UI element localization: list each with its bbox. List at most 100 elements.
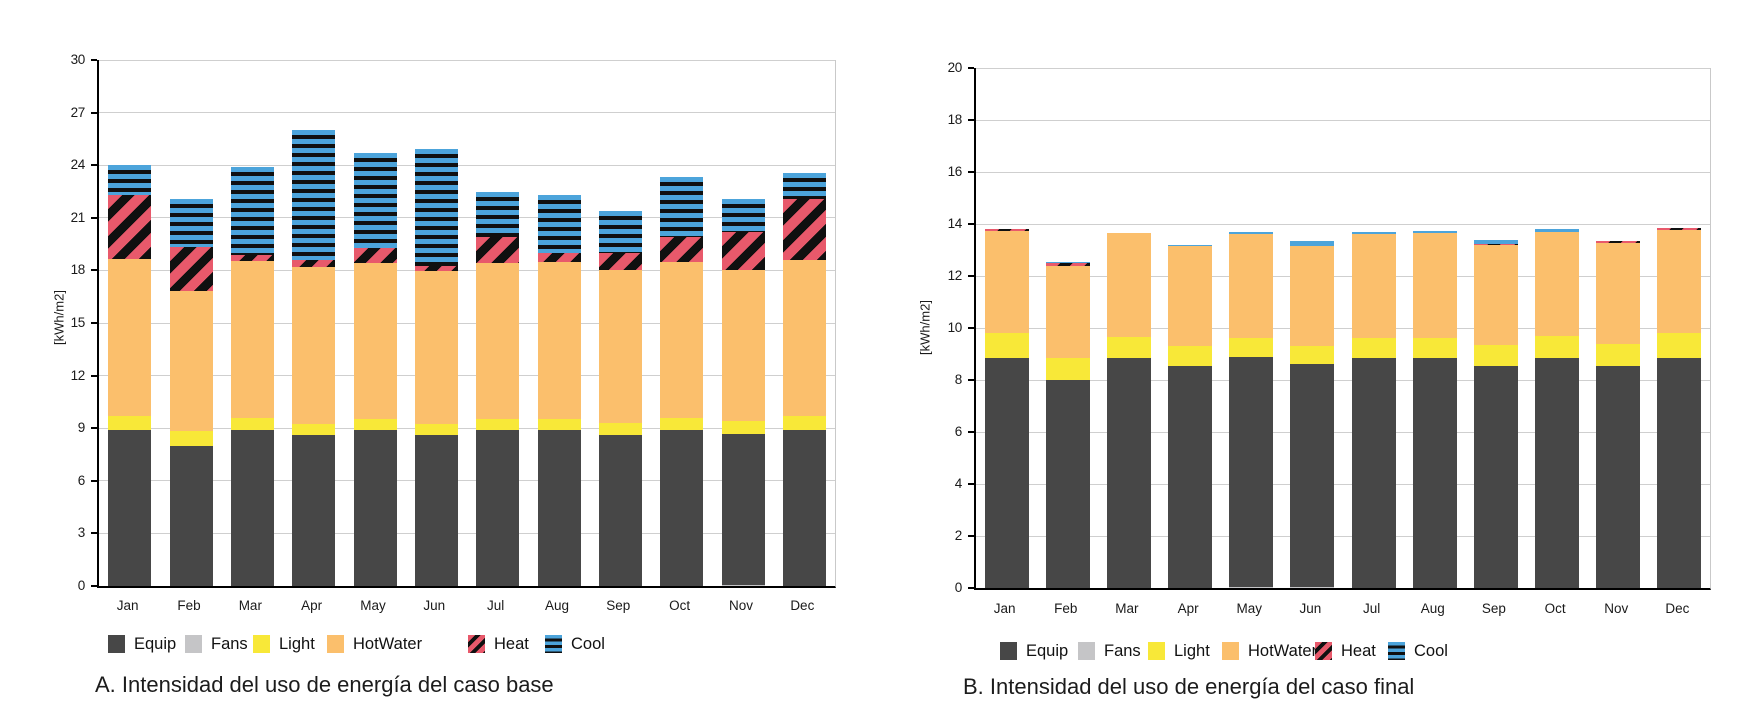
y-tick-label: 0 <box>954 580 963 595</box>
y-tick-label: 18 <box>70 262 86 278</box>
x-tick-label: Jan <box>116 598 139 613</box>
bar-segment-hotwater-feb <box>169 291 213 431</box>
bar-segment-hotwater-dec <box>1657 229 1702 334</box>
legend-item-hotwater: HotWater <box>1222 641 1317 661</box>
bar-segment-hotwater-mar <box>1106 233 1151 338</box>
y-axis-tickmark <box>968 431 974 433</box>
bar-segment-equip-nov <box>1596 365 1641 588</box>
bar-segment-light-jan <box>984 333 1029 358</box>
chart-caption: A. Intensidad del uso de energía del cas… <box>95 672 554 697</box>
y-axis-tickmark <box>968 67 974 69</box>
legend-swatch-cool <box>1388 642 1405 660</box>
bar-segment-hotwater-feb <box>1045 265 1090 358</box>
bar-segment-light-mar <box>1106 337 1151 358</box>
gridline <box>976 223 1710 225</box>
bar-segment-equip-aug <box>1412 357 1457 588</box>
y-axis-tickmark <box>91 216 97 219</box>
bar-segment-cool-jul <box>476 191 520 238</box>
y-axis-tickmark <box>91 585 97 587</box>
x-tick-label: Mar <box>238 598 262 613</box>
bar-segment-cool-jun <box>1290 240 1335 247</box>
y-tick-label: 8 <box>954 372 963 387</box>
bar-segment-heat-jan <box>108 195 152 260</box>
bar-segment-equip-jun <box>1290 364 1335 587</box>
x-tick-label: Nov <box>728 598 753 613</box>
bar-segment-heat-jul <box>476 237 520 263</box>
bar-segment-cool-sep <box>598 210 642 253</box>
bar-segment-equip-jul <box>476 429 520 586</box>
bar-segment-heat-sep <box>1473 243 1518 245</box>
bar-segment-heat-sep <box>598 252 642 271</box>
bar-segment-light-jun <box>1290 346 1335 365</box>
x-tick-label: Dec <box>1665 601 1690 616</box>
gridline <box>99 427 835 429</box>
y-axis-tickmark <box>968 171 974 173</box>
x-tick-label: Nov <box>1604 601 1629 616</box>
bar-segment-hotwater-aug <box>537 261 581 419</box>
y-axis-tickmark <box>968 535 974 537</box>
bar-segment-cool-sep <box>1473 239 1518 244</box>
bar-segment-light-jul <box>476 418 520 430</box>
legend-item-fans: Fans <box>1078 641 1141 661</box>
x-tick-label: Feb <box>177 598 201 613</box>
bar-segment-light-dec <box>1657 333 1702 358</box>
bar-segment-equip-feb <box>169 445 213 586</box>
bar-segment-heat-aug <box>537 252 581 262</box>
y-tick-label: 6 <box>954 424 963 439</box>
y-axis-tickmark <box>968 119 974 121</box>
y-axis-tickmark <box>968 483 974 485</box>
legend-swatch-light <box>1148 642 1165 660</box>
bar-segment-cool-dec <box>782 173 826 199</box>
bar-segment-heat-feb <box>1045 263 1090 266</box>
bar-segment-hotwater-jul <box>476 262 520 419</box>
bar-segment-hotwater-may <box>1229 234 1274 339</box>
legend-swatch-light <box>253 635 270 653</box>
bar-segment-heat-nov <box>1596 241 1641 243</box>
gridline <box>976 379 1710 381</box>
legend-swatch-hotwater <box>1222 642 1239 660</box>
bar-segment-equip-jul <box>1351 357 1396 588</box>
legend-label: Fans <box>211 634 248 653</box>
x-tick-label: Feb <box>1054 601 1078 616</box>
bar-segment-equip-jan <box>984 357 1029 588</box>
legend-label: Fans <box>1104 641 1141 660</box>
legend-label: Heat <box>1341 641 1376 660</box>
bar-segment-light-mar <box>230 417 274 430</box>
y-tick-label: 16 <box>947 164 963 179</box>
x-tick-label: Oct <box>1544 601 1566 616</box>
bar-segment-heat-nov <box>721 231 765 271</box>
bar-segment-hotwater-nov <box>721 270 765 422</box>
bar-segment-fans-jun <box>1290 586 1335 588</box>
bar-segment-hotwater-oct <box>1535 231 1580 336</box>
x-tick-label: Sep <box>606 598 631 613</box>
bar-segment-light-jun <box>414 423 458 436</box>
bar-segment-equip-apr <box>292 435 336 586</box>
bar-segment-cool-mar <box>230 166 274 255</box>
bar-segment-equip-dec <box>782 429 826 586</box>
bar-segment-equip-nov <box>721 434 765 586</box>
bar-segment-hotwater-oct <box>660 261 704 418</box>
gridline <box>99 112 835 114</box>
y-axis-tickmark <box>91 322 97 324</box>
gridline <box>976 535 1710 537</box>
gridline <box>99 217 835 219</box>
bar-segment-hotwater-jun <box>414 271 458 424</box>
y-axis-tickmark <box>968 379 974 381</box>
bar-segment-hotwater-sep <box>1473 244 1518 345</box>
bar-segment-cool-may <box>353 152 397 248</box>
bar-segment-equip-may <box>353 429 397 586</box>
chart-panel-final-case: [kWh/m2] B. Intensidad del uso de energí… <box>880 0 1760 719</box>
bar-segment-hotwater-may <box>353 263 397 419</box>
bar-segment-light-feb <box>169 430 213 446</box>
bar-segment-light-apr <box>292 423 336 436</box>
bar-segment-equip-aug <box>537 429 581 586</box>
legend-label: Cool <box>571 634 605 653</box>
x-tick-label: Jan <box>993 601 1016 616</box>
bar-segment-light-sep <box>1473 344 1518 366</box>
y-tick-label: 15 <box>70 315 86 330</box>
bar-segment-hotwater-apr <box>1168 246 1213 347</box>
y-tick-label: 3 <box>77 525 86 541</box>
gridline <box>976 327 1710 329</box>
x-tick-label: Oct <box>669 598 691 613</box>
